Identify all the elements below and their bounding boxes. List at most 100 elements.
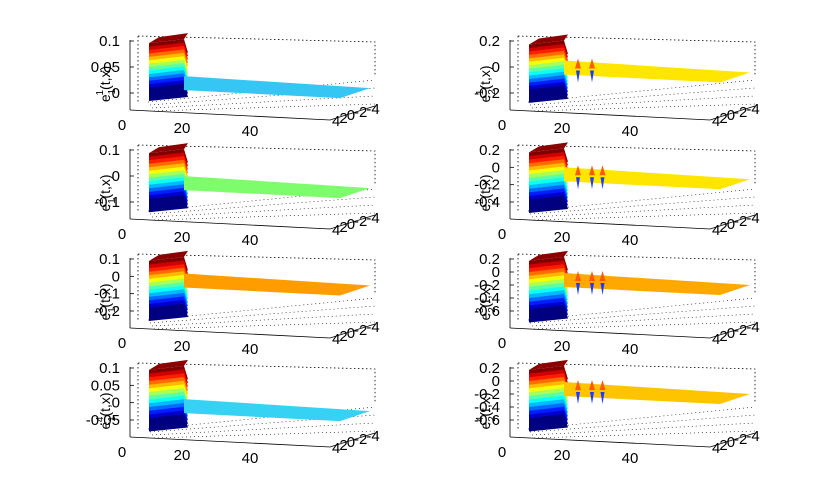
z-axis-label: e12(t,x) <box>95 174 118 211</box>
y-tick-label: -4 <box>746 428 759 445</box>
y-tick-label: -4 <box>746 210 759 227</box>
x-axis <box>509 109 711 121</box>
y-tick-label: 4 <box>712 440 720 457</box>
y-tick-label: -4 <box>366 319 379 336</box>
surface-spike <box>599 165 606 176</box>
surface-spike <box>589 380 595 391</box>
surface <box>149 250 370 322</box>
z-label-arg: (t,x) <box>97 66 113 90</box>
y-tick-label: -4 <box>366 101 379 118</box>
z-label-arg: (t,x) <box>97 174 113 198</box>
y-tick-label: -2 <box>734 104 747 121</box>
z-axis-label: e14(t,x) <box>95 392 118 429</box>
surface-peak <box>529 142 568 153</box>
z-label-base: e <box>477 422 493 430</box>
surface-plateau <box>564 60 750 83</box>
surface-strip <box>149 83 188 102</box>
x-tick-label: 20 <box>174 447 191 464</box>
surface <box>529 359 750 432</box>
x-tick-label: 40 <box>622 341 639 358</box>
x-tick-label: 40 <box>622 232 639 249</box>
y-tick-label: -2 <box>354 322 367 339</box>
surface-strip <box>529 85 568 103</box>
x-axis <box>129 436 331 448</box>
surface-peak <box>529 359 568 370</box>
z-label-arg: (t,x) <box>97 392 113 416</box>
y-tick-label: 2 <box>719 437 727 454</box>
x-tick-label: 40 <box>242 123 259 140</box>
surface <box>149 359 370 432</box>
y-tick-labels: 420-2-4 <box>332 101 380 130</box>
x-tick-label: 20 <box>174 229 191 246</box>
z-tick-label: 0 <box>492 264 500 281</box>
surface <box>529 250 750 323</box>
z-tick-label: 0.05 <box>91 59 120 76</box>
surface <box>149 33 370 102</box>
surface-spike <box>589 165 595 176</box>
y-tick-label: 2 <box>339 437 347 454</box>
z-tick-label: 0.1 <box>99 142 120 159</box>
y-tick-label: 4 <box>332 331 340 348</box>
x-tick-label: 0 <box>498 444 506 461</box>
axis-box <box>509 144 756 221</box>
surface-spike <box>576 70 580 83</box>
x-tick-label: 20 <box>554 120 571 137</box>
y-tick-label: -2 <box>354 213 367 230</box>
surface-peak <box>149 359 188 370</box>
y-axis <box>709 432 756 448</box>
y-axis <box>709 214 756 230</box>
y-tick-label: -2 <box>734 213 747 230</box>
x-axis <box>129 109 331 121</box>
x-tick-label: 40 <box>622 123 639 140</box>
surface-spike <box>589 58 595 69</box>
z-tick-label: 0 <box>112 395 120 412</box>
surface-spike <box>599 380 606 391</box>
surface-plateau <box>184 76 370 99</box>
z-label-base: e <box>97 94 113 102</box>
z-label-sup: 2 <box>475 198 486 204</box>
z-tick-label: -0.2 <box>94 303 120 320</box>
z-axis-label: e11(t,x) <box>95 66 118 102</box>
axis-box <box>509 35 756 112</box>
surface-spike <box>576 392 580 405</box>
x-tick-label: 20 <box>174 338 191 355</box>
surface-strip <box>529 305 568 323</box>
z-label-base: e <box>477 204 493 212</box>
z-tick-label: 0 <box>112 168 120 185</box>
y-tick-labels: 420-2-4 <box>332 428 380 457</box>
surface-spike <box>590 177 594 190</box>
z-label-sup: 1 <box>95 90 106 96</box>
surface-strip <box>149 414 188 432</box>
y-tick-label: 0 <box>727 434 735 451</box>
z-label-sub: 2 <box>487 89 498 95</box>
z-tick-label: -0.2 <box>474 85 500 102</box>
y-tick-labels: 420-2-4 <box>712 101 760 130</box>
y-tick-label: 0 <box>347 107 355 124</box>
z-tick-label: 0 <box>112 85 120 102</box>
surface-spike <box>599 271 606 282</box>
z-label-sub: 2 <box>487 198 498 204</box>
y-tick-label: -4 <box>746 101 759 118</box>
x-axis <box>509 327 711 339</box>
x-tick-label: 40 <box>242 232 259 249</box>
y-tick-label: 0 <box>727 325 735 342</box>
z-label-sub: 1 <box>107 416 118 422</box>
y-tick-label: 4 <box>332 440 340 457</box>
z-label-arg: (t,x) <box>477 174 493 198</box>
z-tick-label: 0.1 <box>99 251 120 268</box>
y-axis <box>329 323 376 339</box>
surface-plateau <box>184 273 370 296</box>
surface-spike <box>576 283 580 296</box>
surface-spike <box>575 165 581 176</box>
z-label-sup: 4 <box>475 416 486 422</box>
y-tick-label: 4 <box>332 222 340 239</box>
surface-peak <box>149 250 188 261</box>
y-tick-label: -2 <box>734 431 747 448</box>
z-label-sub: 2 <box>487 307 498 313</box>
surface <box>529 142 750 214</box>
y-axis <box>329 432 376 448</box>
surface-peak <box>529 250 568 261</box>
surface-spike <box>600 283 605 296</box>
x-axis <box>129 218 331 230</box>
